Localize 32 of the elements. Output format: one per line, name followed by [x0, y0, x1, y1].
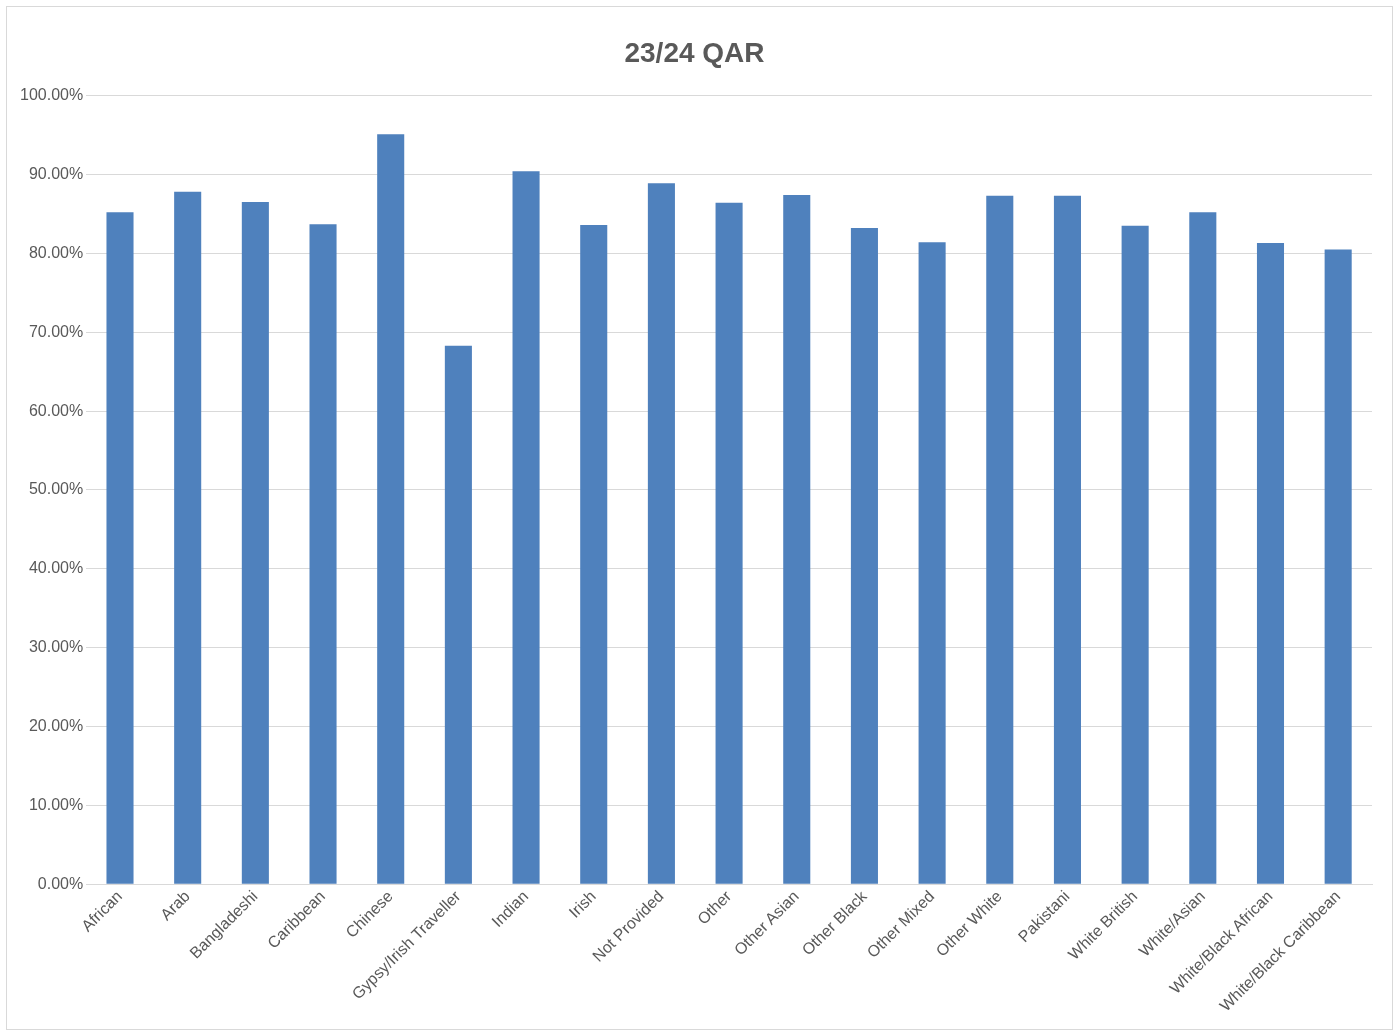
bar	[309, 224, 337, 884]
y-tick-label: 70.00%	[28, 322, 84, 340]
bar	[444, 345, 472, 884]
y-tick-label: 100.00%	[19, 86, 84, 104]
bar	[377, 134, 405, 884]
y-tick-label: 40.00%	[28, 559, 84, 577]
bar	[241, 202, 269, 884]
bar	[512, 171, 540, 884]
y-tick-label: 60.00%	[28, 401, 84, 419]
y-tick-label: 50.00%	[28, 480, 84, 498]
y-tick-label: 10.00%	[28, 795, 84, 813]
bar	[647, 183, 675, 884]
bar	[1053, 195, 1081, 884]
bar	[850, 228, 878, 884]
bar	[1121, 225, 1149, 884]
bar	[1324, 249, 1352, 884]
y-tick-label: 30.00%	[28, 638, 84, 656]
x-tick-label: Irish	[565, 887, 599, 921]
bar	[918, 242, 946, 884]
bar	[580, 224, 608, 884]
bar	[174, 191, 202, 884]
bar	[715, 202, 743, 884]
bar	[106, 212, 134, 884]
bar	[1256, 243, 1285, 884]
y-tick-label: 80.00%	[28, 243, 84, 261]
bar	[1189, 212, 1217, 884]
y-tick-label: 0.00%	[37, 874, 84, 892]
bar	[783, 194, 811, 884]
y-tick-label: 90.00%	[28, 164, 84, 182]
y-tick-label: 20.00%	[28, 717, 84, 734]
chart-title: 23/24 QAR	[624, 36, 765, 68]
bar	[986, 195, 1014, 884]
